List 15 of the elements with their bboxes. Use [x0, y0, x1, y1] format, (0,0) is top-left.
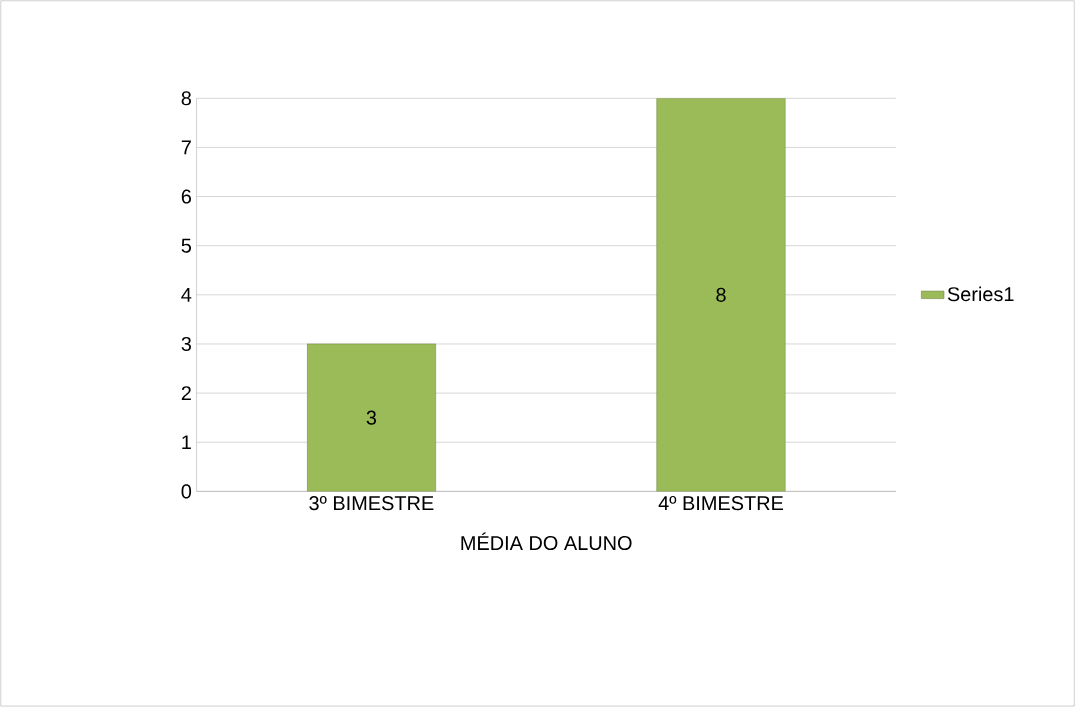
y-tick-label: 5: [181, 238, 192, 253]
y-tick-label: 7: [181, 140, 191, 155]
x-tick-label: 3º BIMESTRE: [309, 496, 434, 511]
y-tick-label: 1: [182, 435, 191, 450]
data-label: 8: [716, 287, 726, 302]
x-tick-label: 4º BIMESTRE: [658, 496, 784, 511]
data-label: 3: [366, 410, 377, 425]
y-tick-label: 6: [181, 189, 191, 204]
legend-label: Series1: [947, 286, 1014, 302]
y-tick-label: 4: [181, 288, 192, 302]
y-tick-label: 0: [181, 484, 192, 499]
y-tick-label: 8: [181, 91, 191, 106]
y-tick-label: 2: [181, 386, 191, 401]
y-tick-label: 3: [181, 336, 191, 352]
x-axis-title: MÉDIA DO ALUNO: [461, 532, 632, 551]
